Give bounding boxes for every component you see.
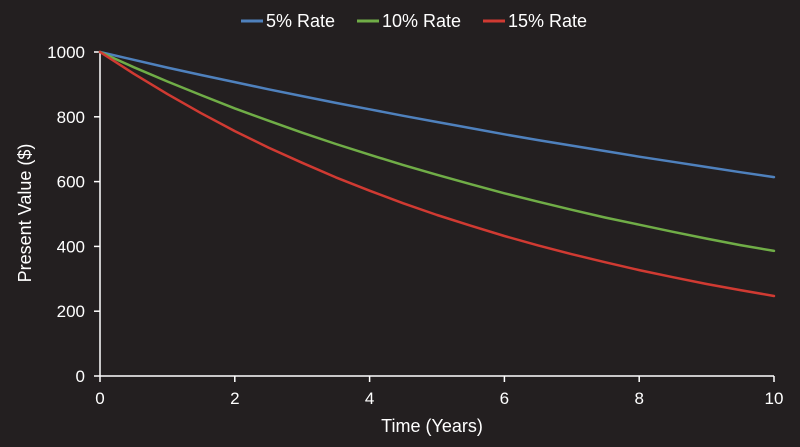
- y-tick-label: 400: [57, 237, 85, 256]
- y-tick-label: 600: [57, 173, 85, 192]
- series-line-2: [98, 50, 776, 298]
- x-tick-label: 4: [365, 389, 374, 408]
- x-axis: 0 2 4 6 8 10: [95, 375, 784, 408]
- y-tick-label: 200: [57, 302, 85, 321]
- y-tick-label: 800: [57, 108, 85, 127]
- x-tick-label: 8: [634, 389, 643, 408]
- y-tick-label: 0: [76, 367, 85, 386]
- legend-label: 10% Rate: [382, 11, 461, 31]
- y-tick-label: 1000: [47, 43, 85, 62]
- x-tick-label: 0: [95, 389, 104, 408]
- x-tick-label: 10: [765, 389, 784, 408]
- y-axis-title: Present Value ($): [15, 144, 35, 283]
- x-tick-label: 2: [230, 389, 239, 408]
- legend-label: 15% Rate: [508, 11, 587, 31]
- series-layer: [98, 50, 776, 298]
- x-axis-title: Time (Years): [381, 416, 483, 436]
- y-axis: 0 200 400 600 800 1000: [47, 43, 101, 386]
- x-tick-label: 6: [500, 389, 509, 408]
- legend: 5% Rate 10% Rate 15% Rate: [241, 11, 587, 31]
- series-line-1: [98, 50, 776, 253]
- series-line-0: [98, 50, 776, 179]
- legend-label: 5% Rate: [266, 11, 335, 31]
